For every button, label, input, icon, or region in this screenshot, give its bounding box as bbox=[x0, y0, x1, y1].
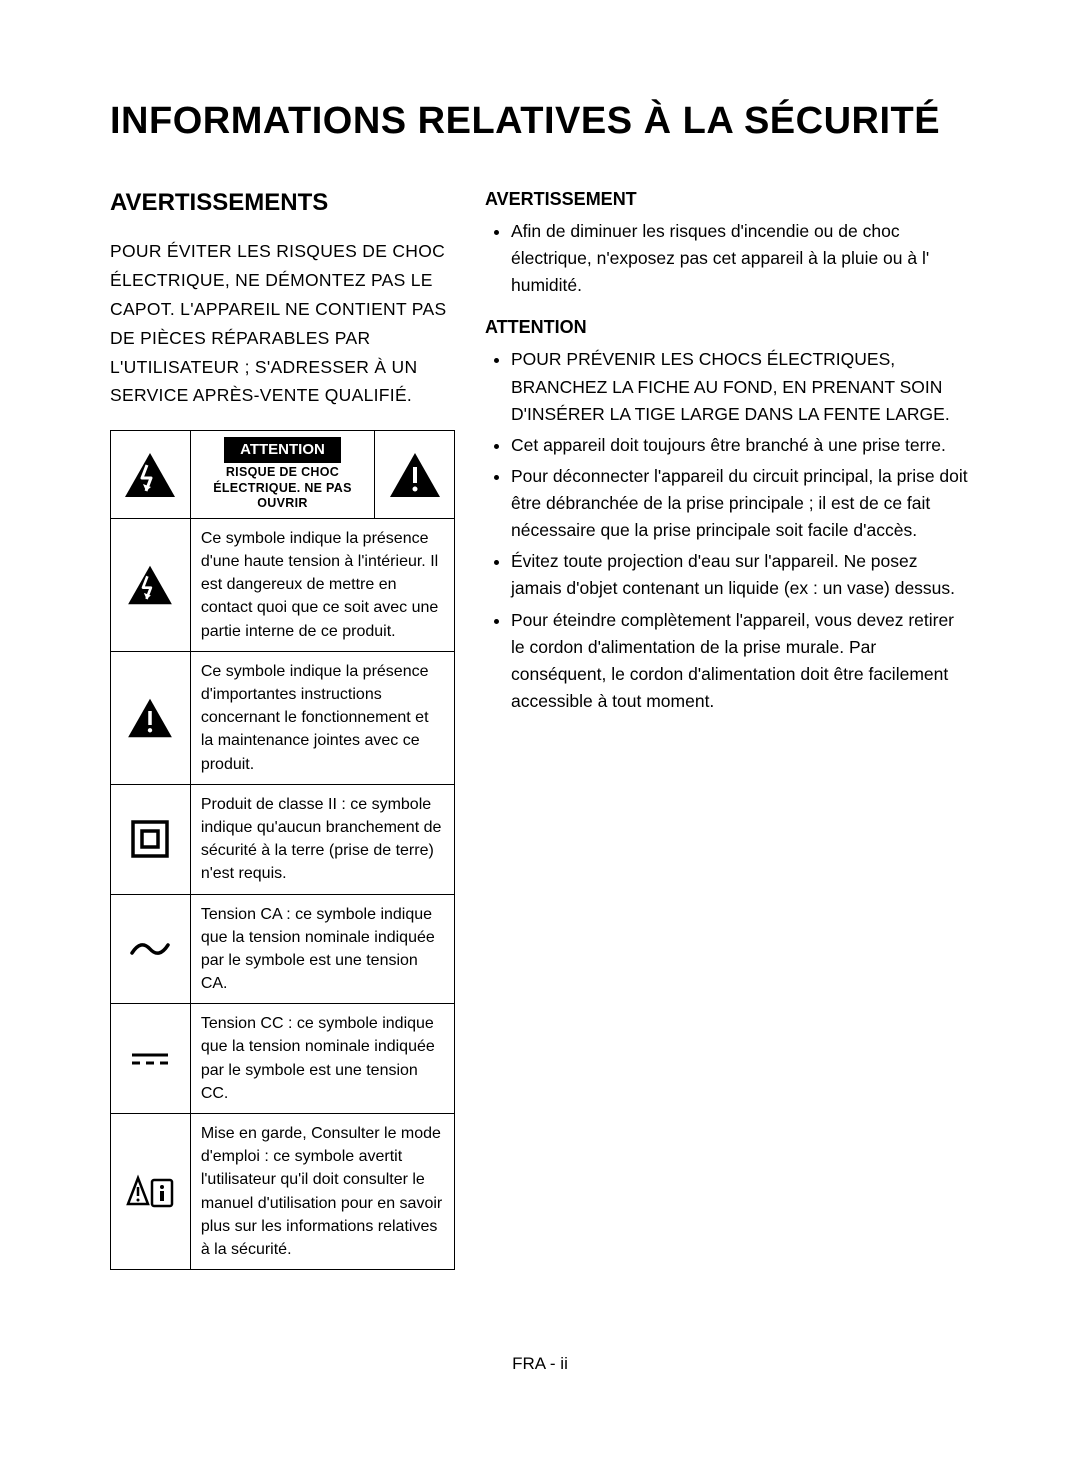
bolt-triangle-icon bbox=[123, 451, 177, 499]
symbol-description: Tension CC : ce symbole indique que la t… bbox=[190, 1004, 454, 1114]
icon-cell bbox=[111, 894, 191, 1004]
exclaim-triangle-icon bbox=[126, 697, 174, 739]
symbol-description: Mise en garde, Consulter le mode d'emplo… bbox=[190, 1114, 454, 1270]
attention-header-row: ATTENTION RISQUE DE CHOC ÉLECTRIQUE. NE … bbox=[111, 431, 455, 519]
bolt-triangle-icon-cell bbox=[111, 431, 191, 519]
symbol-description: Ce symbole indique la présence d'une hau… bbox=[190, 518, 454, 651]
list-item: Pour déconnecter l'appareil du circuit p… bbox=[511, 463, 970, 544]
table-row: Produit de classe II : ce symbole indiqu… bbox=[111, 784, 455, 894]
page-footer: FRA - ii bbox=[0, 1354, 1080, 1374]
list-item: POUR PRÉVENIR LES CHOCS ÉLECTRIQUES, BRA… bbox=[511, 346, 970, 427]
icon-cell bbox=[111, 784, 191, 894]
list-item: Afin de diminuer les risques d'incendie … bbox=[511, 218, 970, 299]
attention-badge: ATTENTION bbox=[224, 437, 341, 463]
manual-icon bbox=[126, 1174, 174, 1210]
ac-wave-icon bbox=[128, 939, 172, 959]
safety-symbol-table: ATTENTION RISQUE DE CHOC ÉLECTRIQUE. NE … bbox=[110, 430, 455, 1270]
symbol-description: Tension CA : ce symbole indique que la t… bbox=[190, 894, 454, 1004]
attention-header-cell: ATTENTION RISQUE DE CHOC ÉLECTRIQUE. NE … bbox=[190, 431, 374, 519]
table-row: Ce symbole indique la présence d'importa… bbox=[111, 651, 455, 784]
avertissement-list: Afin de diminuer les risques d'incendie … bbox=[485, 218, 970, 299]
list-item: Évitez toute projection d'eau sur l'appa… bbox=[511, 548, 970, 602]
symbol-description: Produit de classe II : ce symbole indiqu… bbox=[190, 784, 454, 894]
symbol-description: Ce symbole indique la présence d'importa… bbox=[190, 651, 454, 784]
icon-cell bbox=[111, 1004, 191, 1114]
icon-cell bbox=[111, 1114, 191, 1270]
list-item: Pour éteindre complètement l'appareil, v… bbox=[511, 607, 970, 716]
intro-paragraph: POUR ÉVITER LES RISQUES DE CHOC ÉLECTRIQ… bbox=[110, 237, 455, 410]
page-title: INFORMATIONS RELATIVES À LA SÉCURITÉ bbox=[110, 100, 970, 143]
class2-icon bbox=[131, 820, 169, 858]
table-row: Ce symbole indique la présence d'une hau… bbox=[111, 518, 455, 651]
exclaim-triangle-icon bbox=[388, 451, 442, 499]
attention-heading: ATTENTION bbox=[485, 317, 970, 338]
dc-lines-icon bbox=[130, 1051, 170, 1067]
exclaim-triangle-icon-cell bbox=[375, 431, 455, 519]
table-row: Tension CA : ce symbole indique que la t… bbox=[111, 894, 455, 1004]
attention-subtext: RISQUE DE CHOC ÉLECTRIQUE. NE PAS OUVRIR bbox=[195, 465, 370, 512]
two-column-layout: AVERTISSEMENTS POUR ÉVITER LES RISQUES D… bbox=[110, 189, 970, 1270]
icon-cell bbox=[111, 518, 191, 651]
table-row: Mise en garde, Consulter le mode d'emplo… bbox=[111, 1114, 455, 1270]
icon-cell bbox=[111, 651, 191, 784]
list-item: Cet appareil doit toujours être branché … bbox=[511, 432, 970, 459]
table-row: Tension CC : ce symbole indique que la t… bbox=[111, 1004, 455, 1114]
left-column: AVERTISSEMENTS POUR ÉVITER LES RISQUES D… bbox=[110, 189, 455, 1270]
avertissements-heading: AVERTISSEMENTS bbox=[110, 189, 455, 217]
right-column: AVERTISSEMENT Afin de diminuer les risqu… bbox=[485, 189, 970, 1270]
avertissement-heading: AVERTISSEMENT bbox=[485, 189, 970, 210]
attention-list: POUR PRÉVENIR LES CHOCS ÉLECTRIQUES, BRA… bbox=[485, 346, 970, 715]
bolt-triangle-icon bbox=[126, 564, 174, 606]
